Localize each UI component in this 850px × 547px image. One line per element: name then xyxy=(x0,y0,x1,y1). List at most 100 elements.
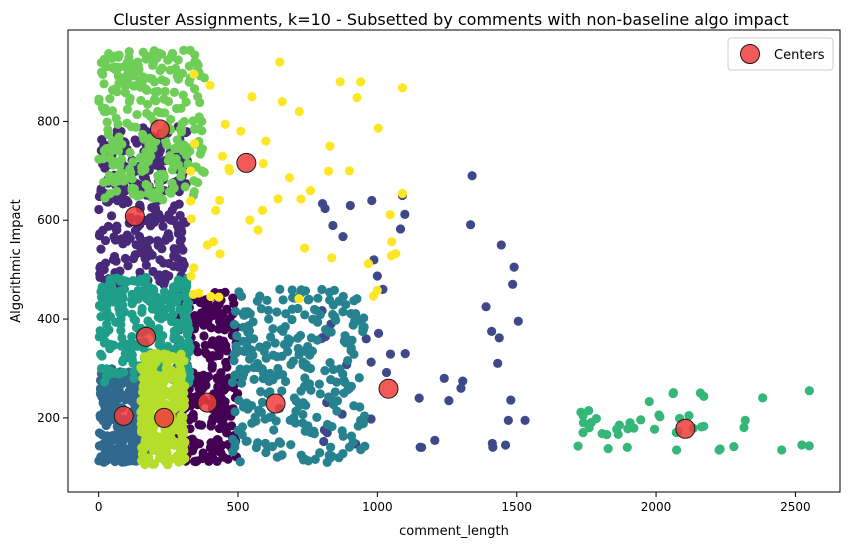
data-point xyxy=(118,300,128,310)
data-point xyxy=(155,169,165,180)
data-point xyxy=(334,453,344,463)
data-point xyxy=(697,422,707,432)
data-point xyxy=(286,359,296,370)
data-point xyxy=(153,437,164,447)
data-point xyxy=(223,454,233,464)
data-point xyxy=(177,403,187,413)
data-point xyxy=(325,141,335,151)
data-point xyxy=(104,48,114,59)
data-point xyxy=(245,215,255,225)
data-point xyxy=(117,333,127,343)
data-point xyxy=(397,188,408,199)
data-point xyxy=(158,221,168,231)
data-point xyxy=(217,440,227,451)
data-point xyxy=(123,67,133,77)
data-point xyxy=(169,334,179,344)
data-point xyxy=(493,358,503,368)
data-point xyxy=(320,203,330,214)
data-point xyxy=(622,442,632,452)
data-point xyxy=(258,158,268,169)
data-point xyxy=(275,284,285,295)
data-point xyxy=(308,314,318,324)
data-point xyxy=(500,440,511,450)
data-point xyxy=(347,309,357,319)
data-point xyxy=(143,407,153,417)
data-point xyxy=(328,309,338,320)
data-point xyxy=(106,211,117,221)
data-point xyxy=(242,336,253,346)
data-point xyxy=(174,354,184,364)
data-point xyxy=(154,179,165,189)
data-point xyxy=(94,204,104,215)
data-point xyxy=(167,165,177,175)
data-point xyxy=(163,363,173,374)
data-point xyxy=(506,395,516,405)
data-point xyxy=(334,296,344,306)
data-point xyxy=(176,455,187,465)
data-point xyxy=(257,205,268,215)
data-point xyxy=(148,60,158,70)
data-point xyxy=(335,77,345,87)
data-point xyxy=(265,368,275,378)
data-point xyxy=(152,349,162,359)
data-point xyxy=(149,459,159,469)
data-point xyxy=(258,368,269,378)
data-point xyxy=(356,415,366,425)
data-point xyxy=(130,135,140,145)
legend-label: Centers xyxy=(774,48,825,63)
data-point xyxy=(354,315,365,325)
data-point xyxy=(110,64,120,75)
data-point xyxy=(127,383,137,393)
data-point xyxy=(354,373,364,383)
data-point xyxy=(155,393,165,403)
data-point xyxy=(154,453,165,463)
data-point xyxy=(240,307,250,317)
data-point xyxy=(298,346,308,356)
data-point xyxy=(211,205,221,215)
data-point xyxy=(112,289,123,299)
data-point xyxy=(128,358,138,368)
data-point xyxy=(603,444,613,454)
cluster-center-2 xyxy=(124,206,145,227)
data-point xyxy=(127,289,137,299)
data-point xyxy=(186,271,196,281)
data-point xyxy=(584,423,594,433)
x-tick-label: 0 xyxy=(95,500,103,514)
data-point xyxy=(322,457,332,467)
cluster-9-series xyxy=(186,57,408,304)
data-point xyxy=(166,114,176,124)
data-point xyxy=(385,349,396,359)
data-point xyxy=(175,210,185,221)
data-point xyxy=(107,445,118,455)
data-point xyxy=(215,195,225,206)
data-point xyxy=(256,304,267,314)
data-point xyxy=(273,363,283,374)
data-point xyxy=(172,437,182,448)
data-point xyxy=(135,82,146,92)
data-point xyxy=(95,272,105,283)
cluster-7-series xyxy=(94,45,209,205)
data-point xyxy=(111,454,121,464)
data-point xyxy=(280,376,291,387)
data-point xyxy=(105,189,115,199)
cluster-6-series xyxy=(573,386,814,455)
data-point xyxy=(356,444,366,455)
data-point xyxy=(139,390,149,400)
data-point xyxy=(97,351,107,361)
data-point xyxy=(182,278,192,289)
data-point xyxy=(123,339,133,349)
data-point xyxy=(338,307,348,317)
data-point xyxy=(344,166,355,176)
data-point xyxy=(101,62,112,72)
data-point xyxy=(173,143,183,154)
data-point xyxy=(361,334,371,344)
data-point xyxy=(205,80,215,90)
x-axis-ticks: 0 500 1000 1500 2000 2500 xyxy=(95,492,811,514)
data-point xyxy=(467,171,477,181)
data-point xyxy=(141,274,151,285)
data-point xyxy=(243,321,254,331)
data-point xyxy=(352,93,362,103)
data-point xyxy=(186,196,196,206)
data-point xyxy=(208,336,218,346)
